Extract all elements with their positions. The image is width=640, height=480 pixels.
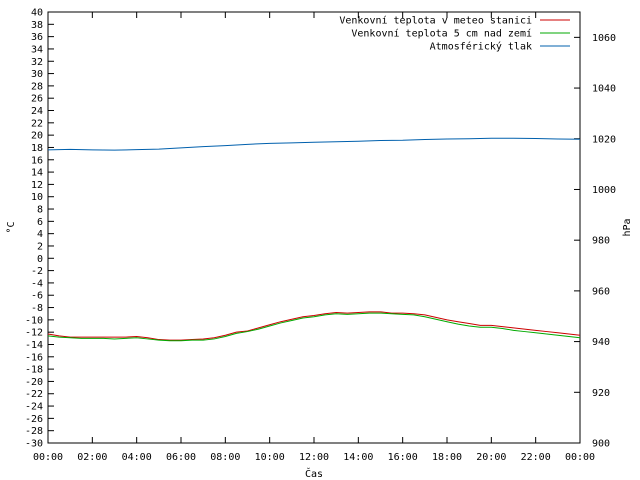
legend-label: Venkovní teplota v meteo stanici (339, 15, 532, 27)
y-tick-label: 40 (31, 8, 43, 19)
y-tick-label: 36 (31, 32, 43, 43)
y-tick-label: 10 (31, 192, 43, 203)
y-tick-label: -28 (25, 426, 43, 437)
series-line-0 (47, 311, 581, 341)
y-axis-ticks: 4038363432302826242220181614121086420-2-… (25, 8, 54, 450)
y-tick-label: 34 (31, 44, 43, 55)
y-tick-label: 38 (31, 20, 43, 31)
plot-frame (47, 11, 581, 444)
y-tick-label: -14 (25, 340, 43, 351)
x-tick-label: 06:00 (166, 452, 196, 463)
y-tick-label: 28 (31, 81, 43, 92)
y-tick-label: 18 (31, 143, 43, 154)
y-axis-label: °C (6, 221, 17, 233)
x-tick-label: 10:00 (255, 452, 285, 463)
series-line-2 (47, 137, 581, 151)
series-line-1 (47, 312, 581, 342)
y-tick-label: -6 (31, 291, 43, 302)
y-tick-label: -26 (25, 414, 43, 425)
x-tick-label: 18:00 (432, 452, 462, 463)
legend-label: Venkovní teplota 5 cm nad zemí (351, 28, 532, 40)
x-tick-label: 02:00 (77, 452, 107, 463)
y2-tick-label: 1000 (592, 185, 616, 196)
y-tick-label: 14 (31, 168, 43, 179)
y-tick-label: -8 (31, 303, 43, 314)
y-tick-label: 26 (31, 94, 43, 105)
y-tick-label: -2 (31, 266, 43, 277)
y-tick-label: 0 (37, 254, 43, 265)
y-tick-label: 4 (37, 229, 43, 240)
y-tick-label: 8 (37, 205, 43, 216)
x-tick-label: 08:00 (210, 452, 240, 463)
y2-tick-label: 920 (592, 388, 610, 399)
x-tick-label: 00:00 (33, 452, 63, 463)
x-axis-ticks: 00:00 02:00 04:00 06:00 08:00 10:00 12:00 14:00… (33, 12, 595, 463)
y-tick-label: 12 (31, 180, 43, 191)
y-tick-label: 24 (31, 106, 43, 117)
series-group (47, 137, 581, 342)
y-tick-label: -4 (31, 278, 43, 289)
y2-tick-label: 1060 (592, 33, 616, 44)
x-axis-label: Čas (305, 467, 323, 480)
y2-axis-label: hPa (622, 218, 633, 236)
y2-tick-label: 980 (592, 236, 610, 247)
y-tick-label: -20 (25, 377, 43, 388)
x-tick-label: 00:00 (565, 452, 595, 463)
y-tick-label: 20 (31, 131, 43, 142)
y-tick-label: -30 (25, 439, 43, 450)
y-tick-label: -22 (25, 389, 43, 400)
legend-label: Atmosférický tlak (430, 41, 532, 53)
x-tick-label: 04:00 (122, 452, 152, 463)
x-tick-label: 22:00 (521, 452, 551, 463)
x-tick-label: 20:00 (476, 452, 506, 463)
y2-tick-label: 900 (592, 439, 610, 450)
y-tick-label: 2 (37, 241, 43, 252)
legend: Venkovní teplota v meteo staniciVenkovní… (339, 15, 570, 53)
y2-tick-label: 940 (592, 337, 610, 348)
x-tick-label: 14:00 (343, 452, 373, 463)
y-tick-label: 30 (31, 69, 43, 80)
y-tick-label: -24 (25, 402, 43, 413)
y-tick-label: -18 (25, 365, 43, 376)
y-tick-label: -10 (25, 315, 43, 326)
y-tick-label: -16 (25, 352, 43, 363)
y2-tick-label: 1040 (592, 84, 616, 95)
y-tick-label: 6 (37, 217, 43, 228)
y-tick-label: 32 (31, 57, 43, 68)
x-tick-label: 16:00 (388, 452, 418, 463)
x-tick-label: 12:00 (299, 452, 329, 463)
y-tick-label: -12 (25, 328, 43, 339)
y2-tick-label: 960 (592, 286, 610, 297)
y2-tick-label: 1020 (592, 134, 616, 145)
y-tick-label: 16 (31, 155, 43, 166)
y-tick-label: 22 (31, 118, 43, 129)
